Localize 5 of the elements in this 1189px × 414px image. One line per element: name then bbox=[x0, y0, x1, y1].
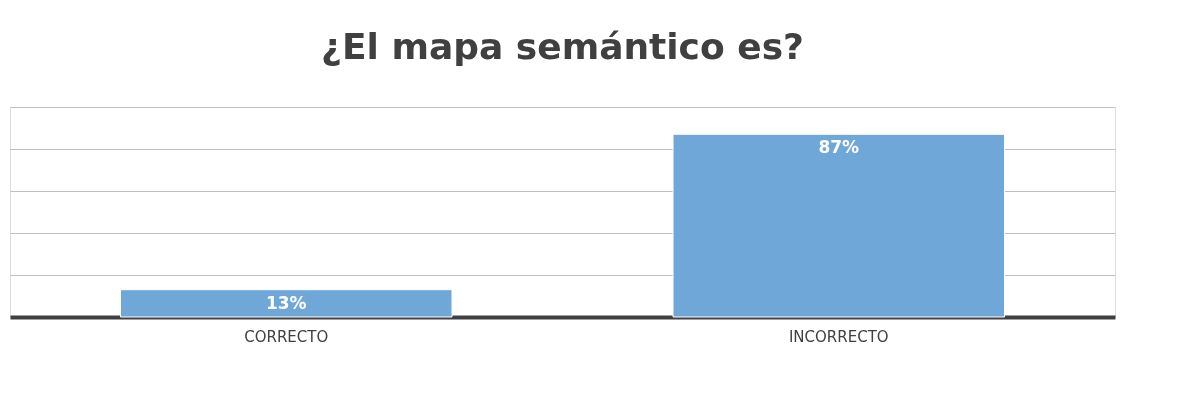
x-tick-label: INCORRECTO bbox=[788, 327, 889, 346]
data-label: 13% bbox=[265, 292, 307, 313]
x-tick-label: CORRECTO bbox=[244, 327, 329, 346]
data-label: 87% bbox=[818, 137, 860, 158]
chart-title: ¿El mapa semántico es? bbox=[321, 26, 804, 67]
